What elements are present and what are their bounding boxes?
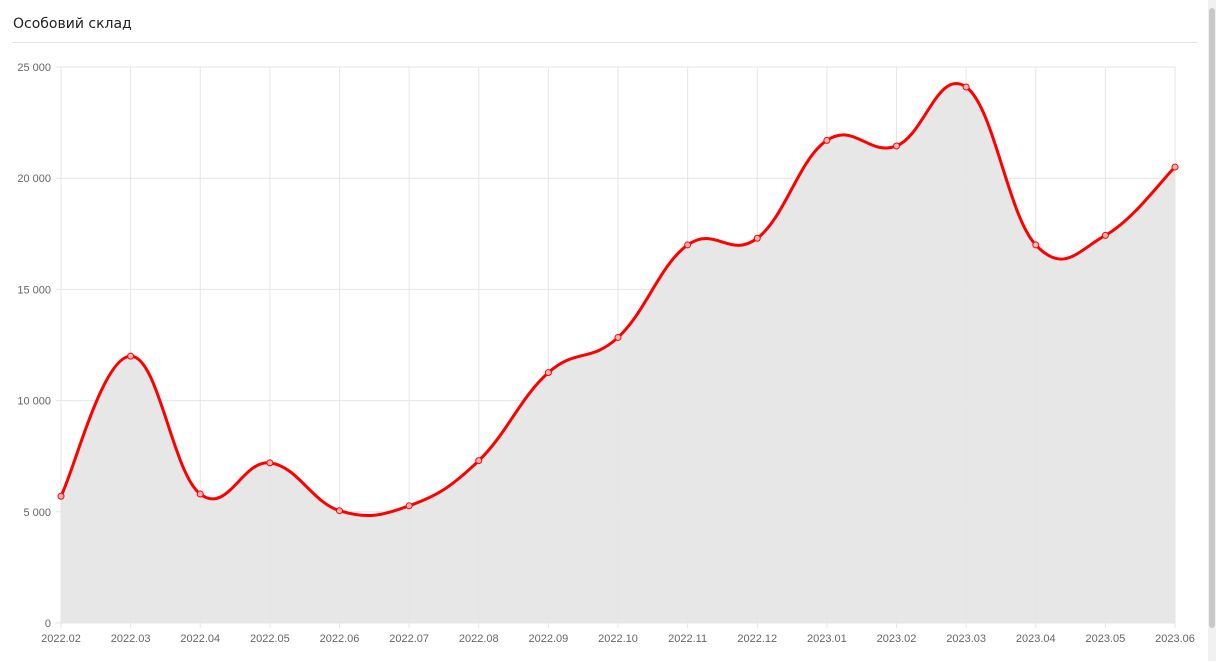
data-point <box>544 369 552 377</box>
data-point <box>405 502 413 510</box>
y-tick-label: 5 000 <box>23 507 51 519</box>
y-tick-label: 20 000 <box>17 173 51 185</box>
panel-title: Особовий склад <box>13 16 132 32</box>
data-point <box>753 234 761 242</box>
y-tick-label: 15 000 <box>17 284 51 296</box>
data-point <box>823 136 831 144</box>
data-point <box>1171 163 1179 171</box>
x-tick-label: 2023.02 <box>877 633 917 645</box>
scrollbar-thumb[interactable] <box>1209 8 1215 628</box>
title-divider <box>12 42 1197 43</box>
data-point <box>336 507 343 515</box>
data-point <box>57 492 65 500</box>
x-tick-label: 2023.03 <box>946 633 986 645</box>
y-tick-label: 25 000 <box>17 62 51 74</box>
y-tick-label: 0 <box>45 618 51 630</box>
scrollbar[interactable] <box>1208 0 1216 661</box>
data-point <box>684 241 692 249</box>
x-tick-label: 2022.03 <box>111 633 151 645</box>
x-tick-label: 2023.06 <box>1155 633 1195 645</box>
x-tick-label: 2022.04 <box>180 633 220 645</box>
x-tick-label: 2023.05 <box>1085 633 1125 645</box>
x-tick-label: 2022.07 <box>389 633 429 645</box>
x-tick-label: 2023.04 <box>1016 633 1056 645</box>
series-line <box>59 82 1177 517</box>
data-point <box>266 459 274 467</box>
data-point <box>127 352 135 360</box>
data-point <box>614 333 622 341</box>
x-tick-label: 2022.12 <box>737 633 777 645</box>
x-tick-label: 2022.08 <box>459 633 499 645</box>
data-point <box>1101 231 1109 239</box>
x-tick-label: 2023.01 <box>807 633 847 645</box>
y-tick-label: 10 000 <box>17 396 51 408</box>
data-point <box>475 457 483 465</box>
data-point <box>1032 241 1040 249</box>
data-point <box>893 142 900 150</box>
x-tick-label: 2022.06 <box>320 633 360 645</box>
x-tick-label: 2022.05 <box>250 633 290 645</box>
x-tick-label: 2022.09 <box>528 633 568 645</box>
data-point <box>962 83 970 91</box>
data-point <box>196 490 204 498</box>
x-tick-label: 2022.10 <box>598 633 638 645</box>
x-tick-label: 2022.11 <box>668 633 707 645</box>
x-tick-label: 2022.02 <box>41 633 81 645</box>
